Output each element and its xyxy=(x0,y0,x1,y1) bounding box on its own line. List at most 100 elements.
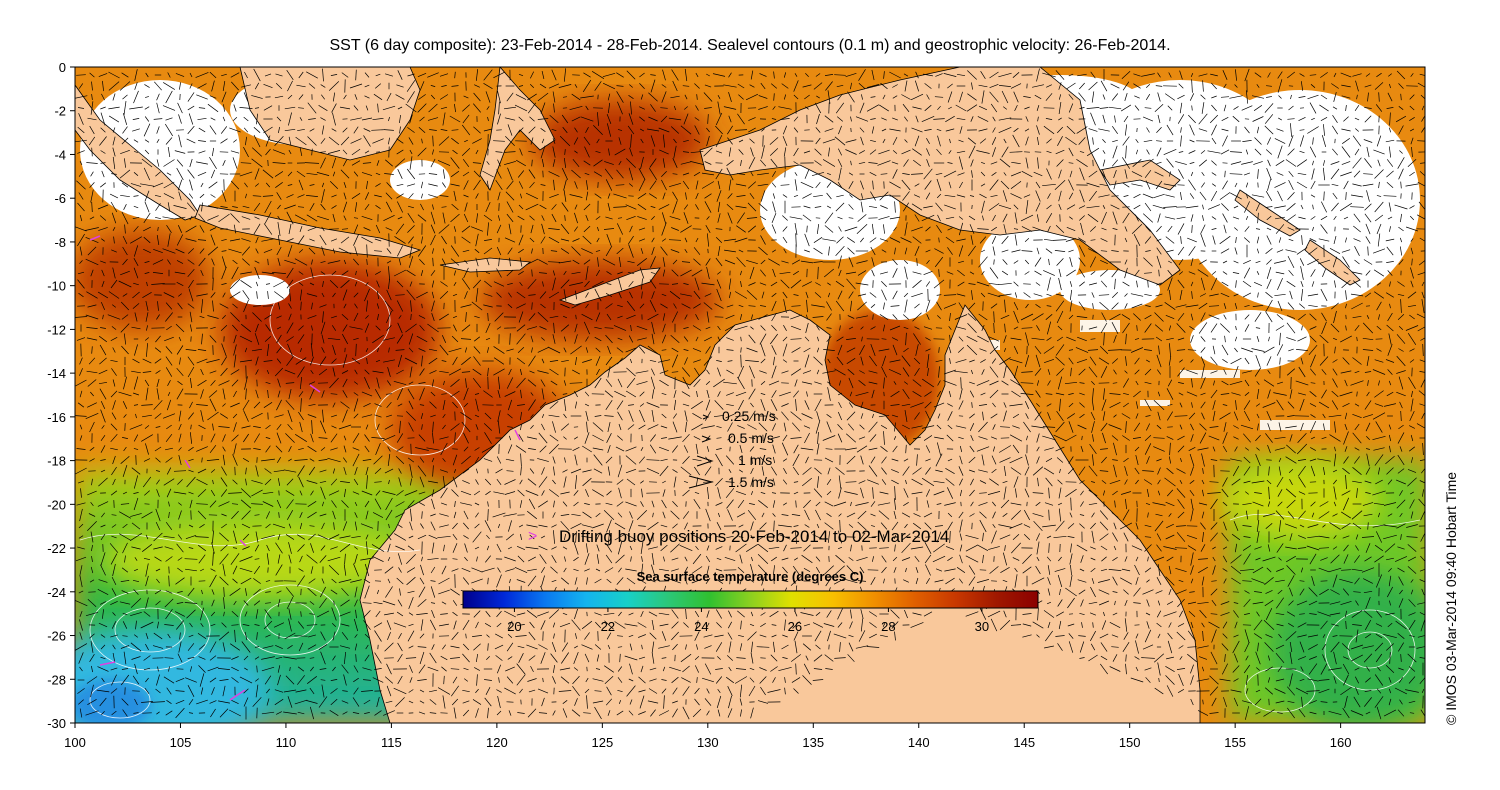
velocity-arrow-mark xyxy=(860,413,864,419)
velocity-arrow-mark xyxy=(396,388,404,400)
velocity-arrow-mark xyxy=(1408,377,1416,389)
velocity-arrow-mark xyxy=(783,325,787,331)
velocity-arrow-mark xyxy=(562,501,568,507)
velocity-arrow-mark xyxy=(1224,170,1226,178)
velocity-arrow-mark xyxy=(176,345,184,355)
velocity-arrow-mark xyxy=(1421,291,1425,299)
velocity-arrow-mark xyxy=(759,370,767,374)
velocity-arrow-mark xyxy=(573,137,579,145)
velocity-arrow-mark xyxy=(1233,490,1239,496)
velocity-arrow-mark xyxy=(1155,180,1163,190)
velocity-arrow-mark xyxy=(1407,158,1417,168)
velocity-arrow-mark xyxy=(505,458,515,462)
velocity-arrow-mark xyxy=(199,248,205,254)
velocity-arrow-mark xyxy=(342,159,348,167)
velocity-arrow-mark xyxy=(911,292,923,298)
velocity-arrow-mark xyxy=(1333,479,1337,485)
velocity-arrow-mark xyxy=(650,272,656,274)
velocity-arrow-mark xyxy=(790,368,802,376)
velocity-arrow-mark xyxy=(89,458,95,462)
velocity-arrow-mark xyxy=(693,359,701,363)
velocity-arrow-mark xyxy=(571,169,581,179)
velocity-arrow-mark xyxy=(670,126,680,134)
velocity-arrow-mark xyxy=(781,411,789,421)
velocity-arrow-mark xyxy=(793,444,799,454)
velocity-arrow-mark xyxy=(1133,204,1141,210)
velocity-arrow-mark xyxy=(1409,348,1415,352)
velocity-arrow-mark xyxy=(311,148,313,156)
velocity-arrow-mark xyxy=(618,137,622,145)
velocity-arrow-mark xyxy=(1133,234,1141,246)
velocity-arrow-mark xyxy=(968,469,976,473)
velocity-arrow-mark xyxy=(178,502,182,506)
velocity-arrow-mark xyxy=(978,256,988,268)
velocity-arrow-mark xyxy=(904,116,908,122)
velocity-arrow-mark xyxy=(1185,304,1199,308)
velocity-arrow-mark xyxy=(163,82,175,90)
velocity-arrow-mark xyxy=(210,380,216,386)
velocity-arrow-mark xyxy=(1056,410,1064,422)
velocity-arrow-mark xyxy=(1417,181,1425,187)
velocity-arrow-mark xyxy=(1321,389,1327,399)
velocity-arrow-mark xyxy=(883,377,885,389)
velocity-arrow-mark xyxy=(1021,250,1033,252)
velocity-arrow-mark xyxy=(935,73,943,77)
velocity-arrow-mark xyxy=(1244,201,1250,213)
velocity-arrow-mark xyxy=(1354,246,1360,256)
velocity-arrow-mark xyxy=(1301,325,1303,331)
velocity-arrow-mark xyxy=(651,246,655,256)
velocity-arrow-mark xyxy=(726,392,734,396)
velocity-arrow-mark xyxy=(1211,271,1217,275)
velocity-arrow-mark xyxy=(969,359,975,363)
velocity-arrow-mark xyxy=(1312,160,1314,166)
velocity-arrow-mark xyxy=(982,215,984,221)
velocity-arrow-mark xyxy=(926,138,930,144)
velocity-arrow-mark xyxy=(802,467,812,475)
velocity-arrow-mark xyxy=(146,325,148,331)
velocity-arrow-mark xyxy=(596,237,600,243)
velocity-arrow-mark xyxy=(309,282,315,286)
velocity-arrow-mark xyxy=(978,105,988,111)
velocity-arrow-mark xyxy=(574,181,578,189)
velocity-arrow-mark xyxy=(1100,259,1108,265)
velocity-arrow-mark xyxy=(1320,116,1328,122)
velocity-arrow-mark xyxy=(736,225,746,233)
velocity-arrow-mark xyxy=(1111,93,1119,101)
velocity-arrow-mark xyxy=(837,344,843,356)
velocity-arrow-mark xyxy=(410,300,412,312)
velocity-arrow-mark xyxy=(890,305,900,307)
velocity-arrow-mark xyxy=(186,476,196,488)
velocity-arrow-mark xyxy=(1345,105,1347,111)
velocity-arrow-mark xyxy=(1286,499,1296,509)
velocity-arrow-mark xyxy=(354,501,358,507)
velocity-arrow-mark xyxy=(903,347,909,353)
velocity-arrow-mark xyxy=(376,280,380,288)
velocity-arrow-mark xyxy=(421,424,423,430)
velocity-arrow-mark xyxy=(734,129,748,131)
velocity-arrow-mark xyxy=(1332,115,1338,123)
velocity-arrow-mark xyxy=(636,381,648,385)
velocity-arrow-mark xyxy=(1020,313,1034,321)
velocity-arrow-mark xyxy=(552,334,556,344)
velocity-arrow-mark xyxy=(1089,356,1097,366)
velocity-arrow-mark xyxy=(484,412,492,420)
velocity-arrow-mark xyxy=(793,294,799,296)
velocity-arrow-mark xyxy=(1221,488,1229,498)
velocity-arrow-mark xyxy=(386,325,392,331)
velocity-arrow-mark xyxy=(1333,92,1337,102)
velocity-arrow-mark xyxy=(701,282,715,286)
velocity-arrow-mark xyxy=(284,259,296,265)
velocity-arrow-mark xyxy=(750,171,754,177)
velocity-arrow-mark xyxy=(211,147,215,157)
velocity-arrow-mark xyxy=(1058,82,1062,90)
velocity-arrow-mark xyxy=(717,180,721,190)
velocity-arrow-mark xyxy=(354,512,358,518)
velocity-arrow-mark xyxy=(518,127,524,133)
velocity-arrow-mark xyxy=(1307,293,1319,297)
velocity-arrow-mark xyxy=(1090,71,1096,79)
velocity-arrow-mark xyxy=(318,368,328,376)
velocity-arrow-mark xyxy=(1124,466,1128,476)
velocity-arrow-mark xyxy=(934,248,944,254)
velocity-arrow-mark xyxy=(858,161,866,165)
